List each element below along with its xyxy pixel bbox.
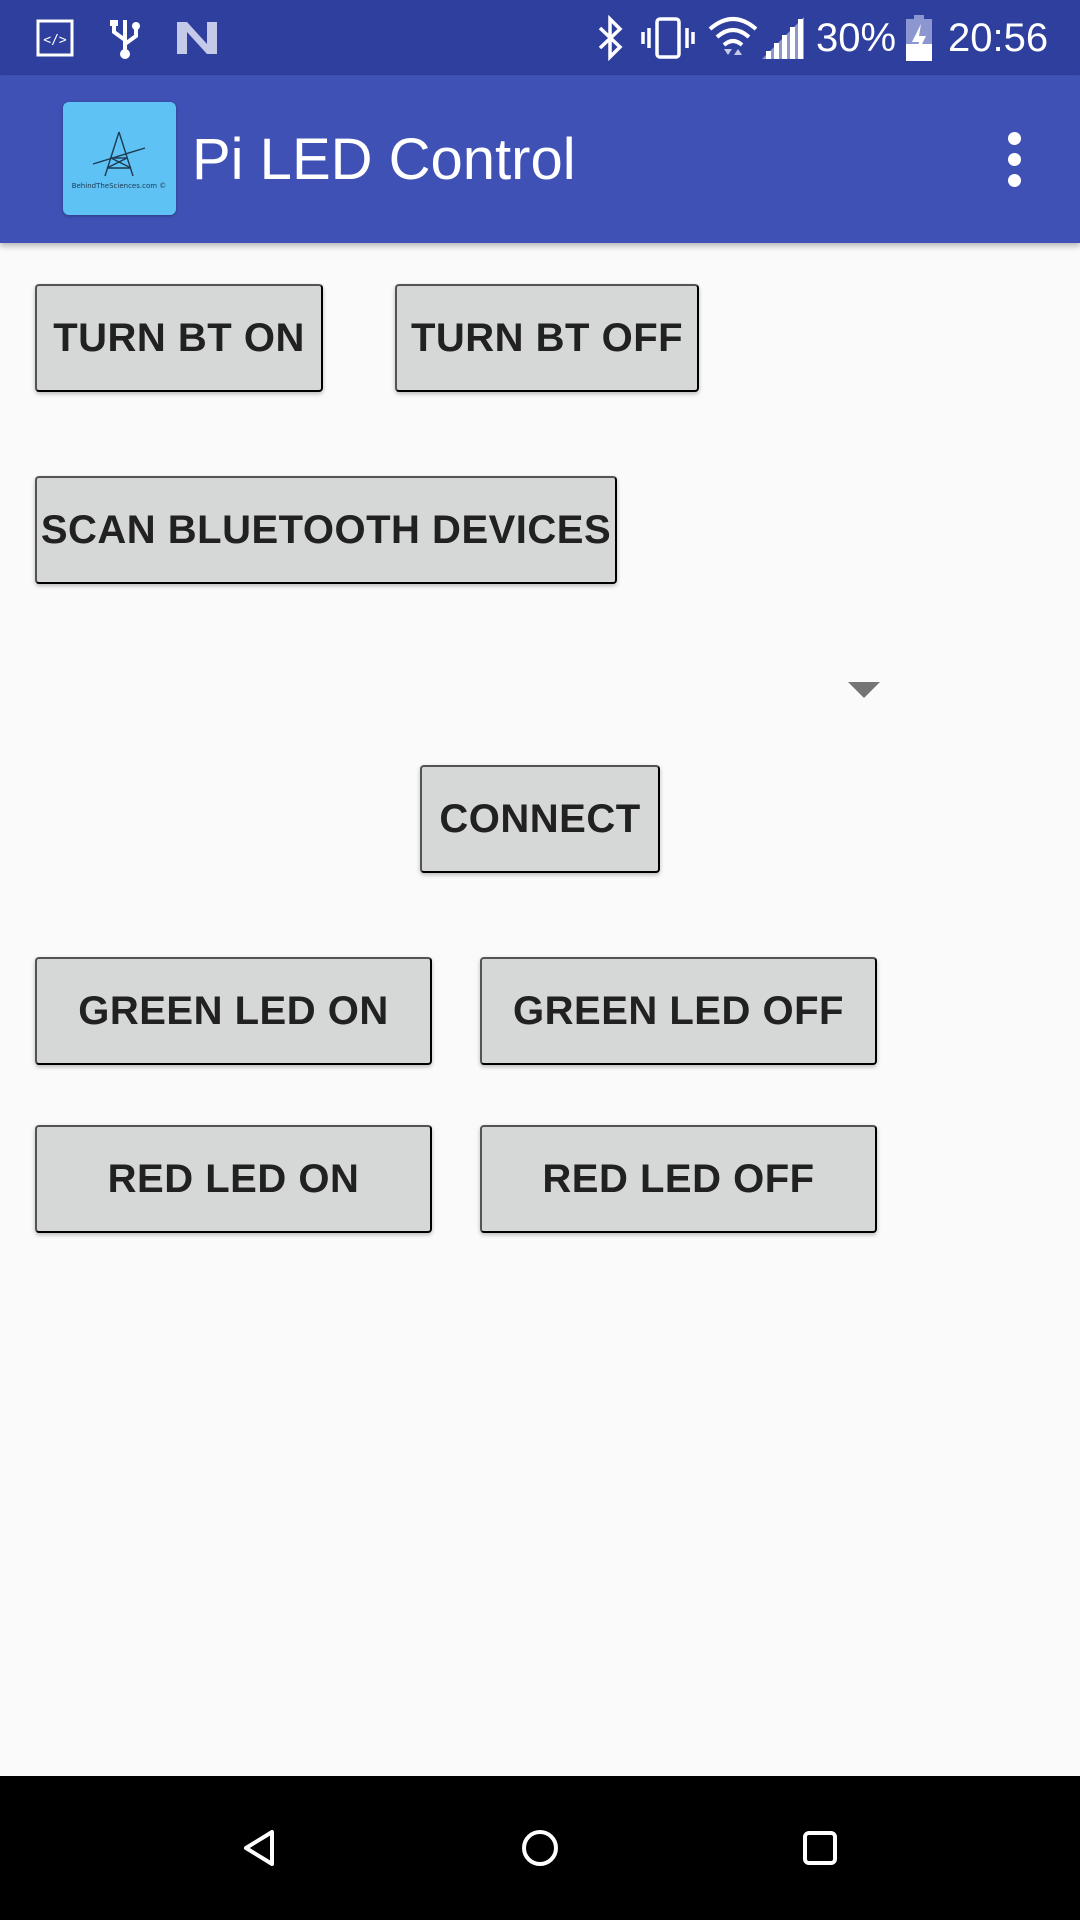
connect-button[interactable]: CONNECT: [420, 765, 660, 873]
home-icon[interactable]: [510, 1776, 570, 1920]
navigation-bar: [0, 1776, 1080, 1920]
clock: 20:56: [948, 16, 1049, 60]
dev-mode-icon: </>: [30, 0, 80, 75]
logo-text: BehindTheSciences.com ©: [72, 182, 167, 190]
device-spinner[interactable]: [35, 640, 880, 735]
usb-icon: [103, 0, 147, 75]
n-icon: [172, 0, 222, 75]
turn-bt-on-button[interactable]: TURN BT ON: [35, 284, 323, 392]
svg-text:</>: </>: [43, 33, 67, 48]
vibrate-icon: [640, 0, 696, 75]
app-logo: BehindTheSciences.com ©: [63, 102, 176, 215]
signal-icon: [760, 0, 806, 75]
bluetooth-icon: [590, 0, 630, 75]
battery-percent: 30%: [816, 16, 897, 60]
dropdown-arrow-icon[interactable]: [848, 682, 880, 698]
status-bar: </>: [0, 0, 1080, 75]
wifi-icon: [708, 0, 758, 75]
scan-bluetooth-devices-button[interactable]: SCAN BLUETOOTH DEVICES: [35, 476, 617, 584]
app-title: Pi LED Control: [192, 127, 576, 192]
app-bar: BehindTheSciences.com © Pi LED Control: [0, 75, 1080, 243]
overflow-menu-icon[interactable]: [980, 115, 1048, 203]
red-led-on-button[interactable]: RED LED ON: [35, 1125, 432, 1233]
green-led-off-button[interactable]: GREEN LED OFF: [480, 957, 877, 1065]
green-led-on-button[interactable]: GREEN LED ON: [35, 957, 432, 1065]
turn-bt-off-button[interactable]: TURN BT OFF: [395, 284, 699, 392]
red-led-off-button[interactable]: RED LED OFF: [480, 1125, 877, 1233]
back-icon[interactable]: [230, 1776, 290, 1920]
recents-icon[interactable]: [790, 1776, 850, 1920]
battery-charging-icon: [902, 0, 936, 75]
